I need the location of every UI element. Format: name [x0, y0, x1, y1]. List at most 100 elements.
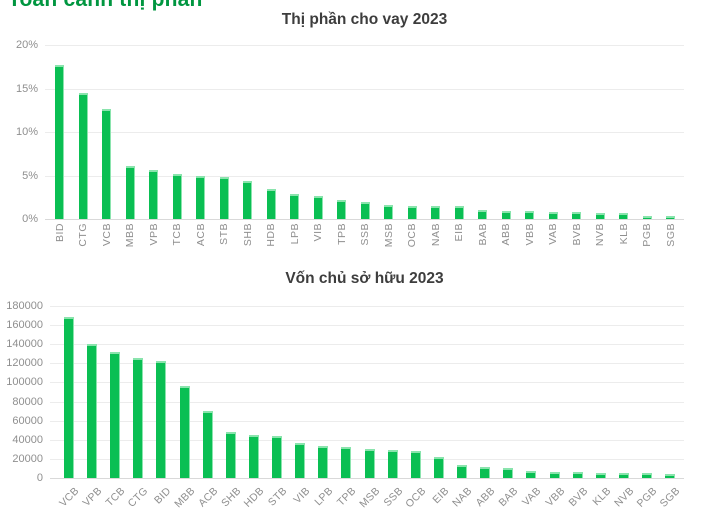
y-tick-label: 20% [15, 39, 38, 51]
bar-ssb [387, 450, 398, 478]
gridline [45, 175, 684, 177]
x-tick-text: VBB [523, 223, 536, 246]
plot-area-loan-market-share: 20% 15% 10% 5% 0% BID CTG VCB MBB VPB TCB ACB STB SHB… [16, 39, 684, 247]
bar-mbb [179, 386, 190, 478]
bar-nab [431, 206, 440, 219]
y-tick-label: 80000 [12, 395, 43, 408]
x-tick-label-klb: KLB [617, 223, 631, 271]
bar-nvb [595, 212, 605, 219]
bar-bid [55, 65, 64, 219]
x-tick-label-eib: EIB [452, 223, 466, 271]
page-heading: Toàn cảnh thị phần [8, 0, 203, 12]
x-tick-label-vcb: VCB [100, 223, 114, 271]
x-tick-text: LPB [288, 223, 301, 245]
bar-sgb [666, 216, 675, 219]
x-tick-label-bvb: BVB [570, 223, 584, 271]
bar-bvb [572, 212, 581, 219]
bar-klb [619, 213, 628, 219]
y-tick-label: 5% [22, 169, 38, 182]
x-tick-label-msb: MSB [382, 223, 396, 271]
x-tick-label-ssb: SSB [358, 223, 372, 271]
bar-tpb [341, 447, 352, 478]
x-tick-text: STB [218, 223, 230, 245]
bar-msb [364, 449, 375, 478]
x-tick-text: NAB [429, 223, 442, 247]
y-tick-label: 0% [22, 213, 38, 225]
x-tick-text: SHB [241, 223, 254, 247]
y-tick-label: 15% [15, 82, 38, 95]
y-tick-label: 140000 [6, 338, 43, 351]
plot-area-equity: 180000 160000 140000 120000 100000 80000 60000… [6, 300, 684, 510]
bar-eib [454, 206, 464, 219]
bar-bvb [572, 472, 583, 478]
bar-shb [243, 180, 252, 219]
bar-lpb [318, 446, 329, 478]
bar-msb [384, 205, 393, 219]
bar-hdb [266, 189, 276, 219]
bar-hdb [248, 434, 259, 478]
x-tick-label-vbb: VBB [523, 223, 537, 271]
x-tick-text: PGB [641, 223, 653, 247]
x-tick-label-stb: STB [217, 223, 231, 271]
y-tick-label: 60000 [12, 414, 43, 427]
gridline [45, 219, 684, 220]
y-tick-label: 40000 [12, 433, 43, 446]
bar-tcb [172, 173, 182, 219]
y-tick-label: 10% [15, 126, 38, 138]
bar-ocb [410, 450, 421, 478]
x-tick-label-tcb: TCB [170, 223, 184, 271]
bar-acb [202, 411, 213, 478]
x-tick-label-ctg: CTG [76, 223, 90, 271]
x-tick-label-bid: BID [53, 223, 67, 271]
x-tick-text: ABB [500, 223, 512, 246]
x-tick-text: SGB [664, 223, 677, 247]
x-tick-label-ocb: OCB [405, 223, 419, 271]
chart-title-equity: Vốn chủ sở hữu 2023 [285, 270, 444, 287]
x-tick-label-sgb: SGB [664, 223, 678, 271]
gridline [50, 325, 684, 327]
x-tick-text: ACB [194, 223, 207, 247]
bar-bid [156, 361, 167, 478]
bar-vpb [87, 344, 98, 478]
gridline [50, 344, 684, 346]
bar-vcb [102, 109, 111, 219]
gridline [50, 306, 684, 307]
bar-ssb [360, 202, 370, 219]
x-tick-text: BAB [476, 223, 489, 246]
gridline [50, 363, 684, 365]
bar-abb [501, 210, 511, 219]
x-tick-text: HDB [265, 223, 277, 247]
x-tick-label-abb: ABB [499, 223, 513, 271]
chart-title-loan-market-share: Thị phần cho vay 2023 [281, 11, 448, 28]
bar-vib [313, 195, 323, 219]
x-tick-label-vib: VIB [311, 223, 325, 271]
bar-nvb [618, 473, 629, 478]
bar-pgb [642, 473, 652, 478]
bar-sgb [665, 474, 676, 478]
x-tick-text: VIB [312, 223, 324, 242]
bar-tpb [337, 200, 346, 219]
x-tick-label-nvb: NVB [593, 223, 607, 271]
bar-lpb [290, 194, 299, 219]
x-tick-text: VAB [547, 223, 559, 245]
y-tick-label: 120000 [6, 357, 43, 370]
bar-vab [548, 212, 558, 219]
x-tick-label-vab: VAB [546, 223, 560, 271]
bar-mbb [125, 165, 135, 219]
bar-ctg [133, 357, 144, 478]
bar-acb [196, 176, 205, 219]
x-tick-text: KLB [617, 223, 630, 245]
bar-eib [433, 457, 444, 478]
x-tick-text: SSB [359, 223, 371, 246]
bar-vab [526, 471, 537, 478]
x-tick-label-acb: ACB [194, 223, 208, 271]
x-tick-label-shb: SHB [241, 223, 255, 271]
x-tick-text: VCB [100, 223, 113, 247]
x-tick-label-hdb: HDB [264, 223, 278, 271]
x-tick-text: CTG [77, 223, 89, 247]
gridline [45, 132, 684, 133]
bar-vib [295, 442, 306, 478]
y-tick-label: 20000 [12, 452, 43, 465]
gridline [50, 420, 684, 422]
gridline [45, 88, 684, 90]
